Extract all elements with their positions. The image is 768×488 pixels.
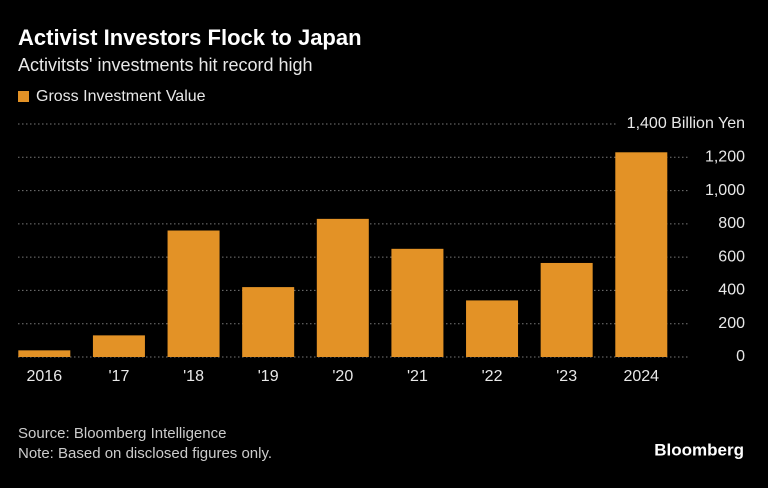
y-tick-label: 200 bbox=[718, 315, 745, 332]
note: Note: Based on disclosed figures only. bbox=[18, 445, 272, 462]
x-tick-label: '17 bbox=[109, 368, 130, 385]
legend-label: Gross Investment Value bbox=[36, 88, 206, 105]
y-tick-label: 1,400 Billion Yen bbox=[627, 115, 745, 132]
x-tick-label: '23 bbox=[556, 368, 577, 385]
y-tick-label: 0 bbox=[736, 348, 745, 365]
x-tick-label: '19 bbox=[258, 368, 279, 385]
bar bbox=[316, 218, 369, 357]
y-tick-label: 800 bbox=[718, 215, 745, 232]
bar bbox=[242, 287, 295, 357]
bar bbox=[615, 152, 668, 357]
x-tick-label: '20 bbox=[332, 368, 353, 385]
bar bbox=[466, 300, 519, 357]
y-tick-label: 600 bbox=[718, 248, 745, 265]
chart-title: Activist Investors Flock to Japan bbox=[18, 25, 362, 50]
legend-swatch bbox=[18, 91, 29, 102]
bar bbox=[18, 350, 71, 357]
y-tick-label: 1,200 bbox=[705, 149, 745, 166]
bar bbox=[167, 230, 220, 357]
bar bbox=[391, 248, 444, 357]
x-tick-label: 2024 bbox=[623, 368, 659, 385]
x-tick-label: '21 bbox=[407, 368, 428, 385]
y-tick-label: 400 bbox=[718, 282, 745, 299]
x-tick-label: 2016 bbox=[27, 368, 63, 385]
brand-logo: Bloomberg bbox=[654, 440, 744, 459]
bar bbox=[92, 335, 145, 357]
chart-subtitle: Activitsts' investments hit record high bbox=[18, 55, 313, 75]
bar bbox=[540, 262, 593, 357]
y-tick-label: 1,000 bbox=[705, 182, 745, 199]
x-tick-label: '18 bbox=[183, 368, 204, 385]
x-tick-label: '22 bbox=[482, 368, 503, 385]
source: Source: Bloomberg Intelligence bbox=[18, 425, 226, 442]
